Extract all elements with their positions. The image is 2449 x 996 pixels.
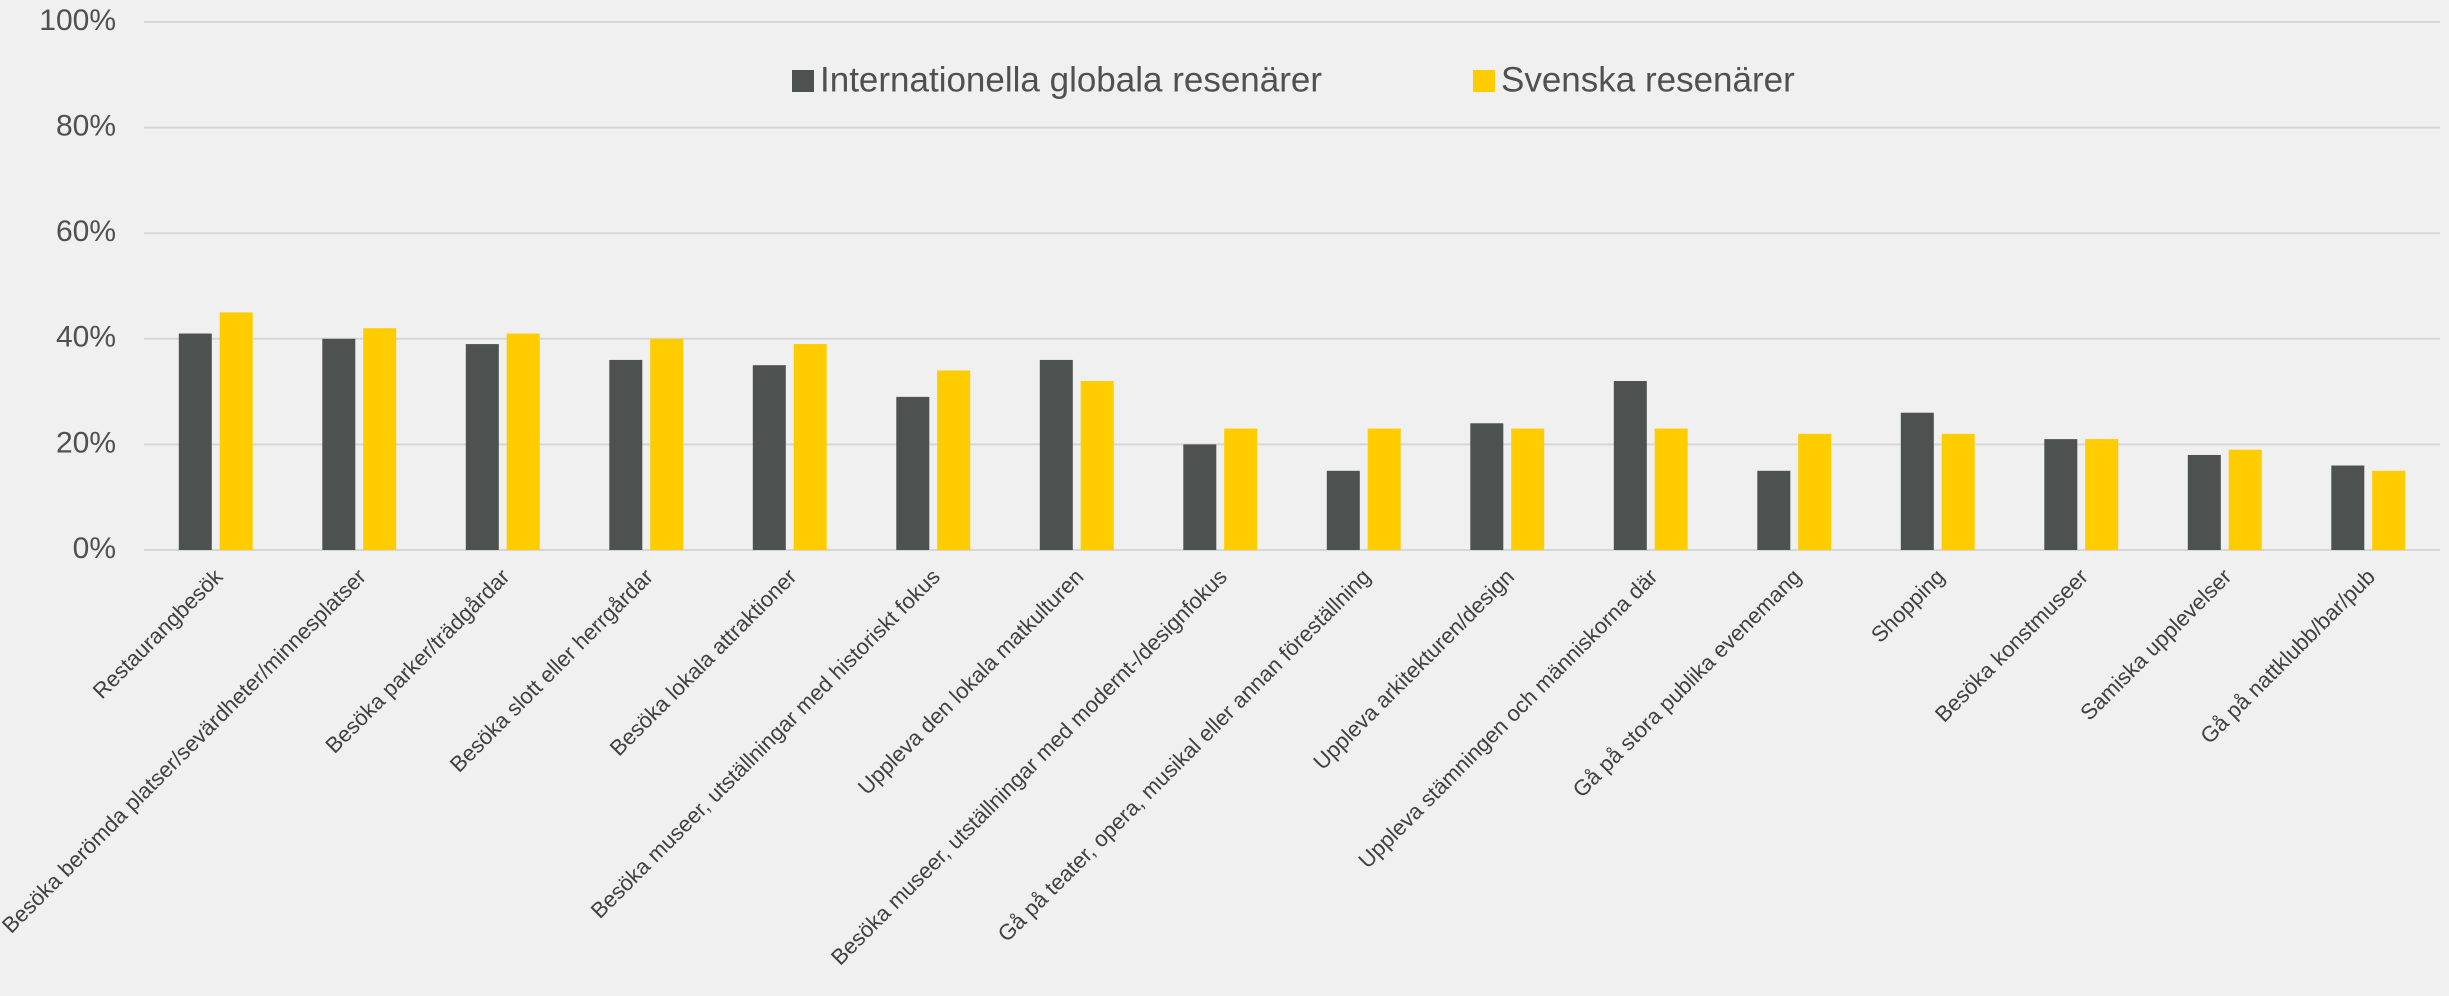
bar [1613,381,1647,550]
bar [2187,454,2221,550]
bar [937,370,971,550]
bar [1798,433,1832,550]
bar [1326,470,1360,550]
bar [2228,449,2262,550]
legend-label: Svenska resenärer [1501,60,1795,99]
bar [1080,381,1114,550]
bar [363,328,397,550]
bar [506,333,540,550]
y-tick-label: 20% [56,426,116,459]
bar [609,359,643,550]
bar [1941,433,1975,550]
y-tick-label: 0% [73,532,116,565]
bar [2372,470,2406,550]
legend-label: Internationella globala resenärer [820,60,1322,99]
bar [793,344,827,550]
y-tick-label: 60% [56,215,116,248]
bar [752,365,786,550]
bar [1470,423,1504,550]
x-tick-label: Uppleva den lokala matkulturen [853,564,1089,800]
bar [322,338,356,550]
bar [650,338,684,550]
bar [1367,428,1401,550]
x-tick-label: Gå på stora publika evenemang [1568,564,1806,802]
bar [1757,470,1791,550]
bar [1654,428,1688,550]
bar [2331,465,2365,550]
bar [2044,439,2078,550]
x-tick-label: Restaurangbesök [88,563,228,703]
bar [2085,439,2119,550]
y-tick-label: 40% [56,321,116,354]
x-tick-label: Shopping [1866,564,1949,647]
legend-swatch [1473,70,1495,92]
bar [1224,428,1258,550]
x-tick-label: Besöka konstmuseer [1930,564,2093,727]
bar [1900,412,1934,550]
bar [178,333,212,550]
bar [1039,359,1073,550]
bar [1183,444,1217,550]
x-tick-label: Uppleva stämningen och människorna där [1353,564,1662,873]
legend-swatch [792,70,814,92]
x-tick-label: Samiska upplevelser [2075,564,2236,725]
bar [465,344,499,550]
bar [896,396,930,550]
y-tick-label: 80% [56,110,116,143]
bar [1511,428,1545,550]
bar [219,312,253,550]
y-tick-label: 100% [39,4,116,37]
